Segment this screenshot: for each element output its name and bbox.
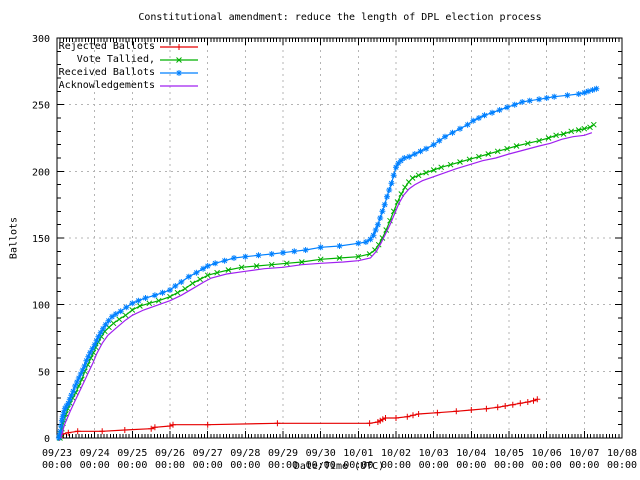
series-markers-received-ballots (55, 85, 600, 441)
legend-item-acknowledgements: Acknowledgements (58, 79, 199, 92)
x-tick-label: 10/03 (419, 448, 449, 459)
chart-title: Constitutional amendment: reduce the len… (138, 12, 542, 23)
series-line-acknowledgements (60, 132, 593, 439)
y-tick-label: 250 (32, 101, 50, 112)
x-tick-time-label: 00:00 (80, 460, 110, 471)
x-tick-time-label: 00:00 (419, 460, 449, 471)
x-tick-time-label: 00:00 (569, 460, 599, 471)
y-tick-label: 150 (32, 234, 50, 245)
x-tick-label: 09/25 (117, 448, 147, 459)
x-tick-label: 10/07 (569, 448, 599, 459)
cross-marker-icon (176, 56, 182, 63)
x-tick-label: 09/30 (306, 448, 336, 459)
legend-label-vote-tallied: Vote Tallied, (76, 54, 155, 65)
x-tick-time-label: 00:00 (193, 460, 223, 471)
x-tick-time-label: 00:00 (494, 460, 524, 471)
legend-label-rejected-ballots: Rejected Ballots (58, 41, 155, 52)
star-marker-icon (176, 69, 182, 76)
x-tick-time-label: 00:00 (607, 460, 637, 471)
x-tick-time-label: 00:00 (306, 460, 336, 471)
legend-sample-vote-tallied (160, 56, 198, 63)
legend-label-acknowledgements: Acknowledgements (58, 80, 155, 91)
x-tick-time-label: 00:00 (381, 460, 411, 471)
y-tick-label: 0 (44, 434, 50, 445)
x-tick-time-label: 00:00 (532, 460, 562, 471)
x-tick-time-label: 00:00 (155, 460, 185, 471)
x-axis-label: Date/Time (UTC) (293, 461, 385, 472)
x-tick-time-label: 00:00 (42, 460, 72, 471)
series-line-rejected-ballots (58, 398, 538, 439)
x-tick-time-label: 00:00 (230, 460, 260, 471)
legend-label-received-ballots: Received Ballots (58, 67, 155, 78)
x-tick-label: 10/08 (607, 448, 637, 459)
legend-item-received-ballots: Received Ballots (58, 66, 199, 79)
series-markers-vote-tallied (57, 121, 597, 441)
x-tick-time-label: 00:00 (117, 460, 147, 471)
legend-sample-rejected-ballots (160, 43, 198, 50)
x-tick-label: 09/28 (230, 448, 260, 459)
legend-sample-acknowledgements (160, 84, 198, 87)
x-tick-time-label: 00:00 (268, 460, 298, 471)
y-tick-label: 50 (38, 367, 50, 378)
legend-item-vote-tallied: Vote Tallied, (58, 53, 199, 66)
x-tick-label: 09/24 (80, 448, 110, 459)
x-tick-label: 09/26 (155, 448, 185, 459)
x-tick-label: 10/05 (494, 448, 524, 459)
x-tick-label: 10/02 (381, 448, 411, 459)
grid-lines (57, 38, 622, 438)
legend-item-rejected-ballots: Rejected Ballots (58, 40, 199, 53)
x-tick-label: 09/23 (42, 448, 72, 459)
legend: Rejected Ballots Vote Tallied, Received Ba… (58, 40, 199, 92)
x-tick-label: 10/01 (343, 448, 373, 459)
x-tick-label: 09/29 (268, 448, 298, 459)
legend-sample-received-ballots (160, 69, 198, 76)
y-tick-label: 100 (32, 301, 50, 312)
y-tick-label: 300 (32, 34, 50, 45)
x-tick-label: 09/27 (193, 448, 223, 459)
plus-marker-icon (176, 43, 182, 50)
y-tick-label: 200 (32, 167, 50, 178)
x-tick-time-label: 00:00 (343, 460, 373, 471)
x-tick-label: 10/06 (532, 448, 562, 459)
plot-border (56, 37, 623, 439)
x-tick-time-label: 00:00 (456, 460, 486, 471)
x-tick-label: 10/04 (456, 448, 486, 459)
